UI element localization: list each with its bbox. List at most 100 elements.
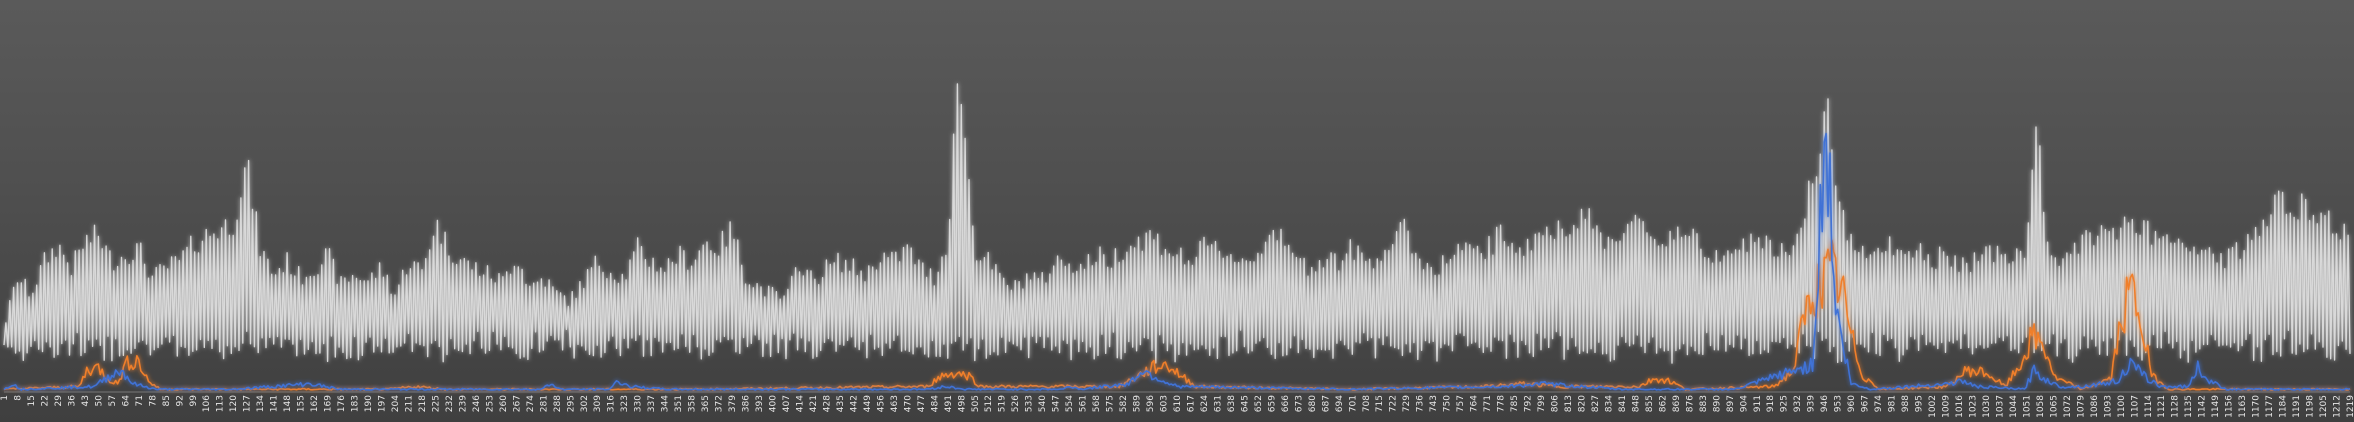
x-tick-label: 1100 bbox=[2117, 395, 2127, 418]
x-tick-label: 1156 bbox=[2225, 395, 2235, 418]
x-tick-label: 232 bbox=[445, 395, 455, 412]
x-tick-label: 316 bbox=[607, 395, 617, 412]
x-tick-label: 827 bbox=[1591, 395, 1601, 412]
x-tick-label: 1065 bbox=[2049, 395, 2059, 418]
x-tick-label: 1023 bbox=[1969, 395, 1979, 418]
x-tick-label: 379 bbox=[728, 395, 738, 412]
x-tick-label: 141 bbox=[270, 395, 280, 412]
x-tick-label: 631 bbox=[1213, 395, 1223, 412]
x-tick-label: 92 bbox=[175, 395, 185, 406]
x-tick-label: 512 bbox=[984, 395, 994, 412]
x-tick-label: 603 bbox=[1160, 395, 1170, 412]
x-tick-label: 344 bbox=[661, 395, 671, 412]
x-tick-label: 1107 bbox=[2130, 395, 2140, 418]
x-tick-label: 897 bbox=[1726, 395, 1736, 412]
x-tick-label: 484 bbox=[930, 395, 940, 412]
x-tick-label: 428 bbox=[822, 395, 832, 412]
series-line-1 bbox=[3, 83, 2351, 364]
x-tick-label: 169 bbox=[324, 395, 334, 412]
x-tick-label: 442 bbox=[849, 395, 859, 412]
x-tick-label: 288 bbox=[553, 395, 563, 412]
x-tick-label: 960 bbox=[1847, 395, 1857, 412]
x-tick-label: 778 bbox=[1497, 395, 1507, 412]
x-tick-label: 904 bbox=[1739, 395, 1749, 412]
x-tick-label: 925 bbox=[1780, 395, 1790, 412]
x-tick-label: 645 bbox=[1240, 395, 1250, 412]
x-tick-label: 526 bbox=[1011, 395, 1021, 412]
x-tick-label: 456 bbox=[876, 395, 886, 412]
x-tick-label: 407 bbox=[782, 395, 792, 412]
x-tick-label: 540 bbox=[1038, 395, 1048, 412]
x-tick-label: 554 bbox=[1065, 395, 1075, 412]
x-tick-label: 421 bbox=[809, 395, 819, 412]
x-tick-label: 953 bbox=[1834, 395, 1844, 412]
x-tick-label: 1198 bbox=[2306, 395, 2316, 418]
x-tick-label: 834 bbox=[1604, 395, 1614, 412]
x-tick-label: 365 bbox=[701, 395, 711, 412]
series-line-2 bbox=[3, 239, 2351, 391]
x-tick-label: 162 bbox=[310, 395, 320, 412]
x-tick-label: 120 bbox=[229, 395, 239, 412]
x-tick-label: 995 bbox=[1915, 395, 1925, 412]
x-tick-label: 29 bbox=[54, 395, 64, 407]
x-tick-label: 302 bbox=[580, 395, 590, 412]
x-tick-label: 113 bbox=[216, 395, 226, 412]
x-tick-label: 351 bbox=[674, 395, 684, 412]
x-tick-label: 218 bbox=[418, 395, 428, 412]
x-tick-label: 50 bbox=[94, 395, 104, 407]
x-tick-label: 36 bbox=[67, 395, 77, 407]
x-tick-label: 1184 bbox=[2279, 395, 2289, 418]
x-tick-label: 666 bbox=[1281, 395, 1291, 412]
x-tick-label: 393 bbox=[755, 395, 765, 412]
x-tick-label: 183 bbox=[351, 395, 361, 412]
x-tick-label: 498 bbox=[957, 395, 967, 412]
x-tick-label: 211 bbox=[405, 395, 415, 412]
x-tick-label: 708 bbox=[1362, 395, 1372, 412]
x-tick-label: 22 bbox=[40, 395, 50, 406]
x-tick-label: 911 bbox=[1753, 395, 1763, 412]
x-tick-label: 295 bbox=[566, 395, 576, 412]
x-tick-label: 386 bbox=[742, 395, 752, 412]
x-tick-label: 176 bbox=[337, 395, 347, 412]
x-tick-label: 659 bbox=[1267, 395, 1277, 412]
x-tick-label: 967 bbox=[1861, 395, 1871, 412]
x-tick-label: 841 bbox=[1618, 395, 1628, 412]
x-tick-label: 519 bbox=[998, 395, 1008, 412]
x-tick-label: 890 bbox=[1712, 395, 1722, 412]
x-tick-label: 1030 bbox=[1982, 395, 1992, 418]
x-tick-label: 589 bbox=[1133, 395, 1143, 412]
x-tick-label: 1191 bbox=[2292, 395, 2302, 418]
x-tick-label: 246 bbox=[472, 395, 482, 412]
x-tick-label: 190 bbox=[364, 395, 374, 412]
x-tick-label: 932 bbox=[1793, 395, 1803, 412]
x-tick-label: 1114 bbox=[2144, 395, 2154, 418]
x-tick-label: 1044 bbox=[2009, 395, 2019, 418]
x-tick-label: 610 bbox=[1173, 395, 1183, 412]
x-tick-label: 1093 bbox=[2103, 395, 2113, 418]
x-tick-label: 435 bbox=[836, 395, 846, 412]
x-axis: 1 8 15 22 29 36 43 50 57 64 71 78 85 92 99 106 113 120 127… bbox=[0, 391, 2354, 418]
x-tick-label: 64 bbox=[121, 395, 131, 407]
x-tick-label: 372 bbox=[715, 395, 725, 412]
x-tick-label: 974 bbox=[1874, 395, 1884, 412]
x-tick-label: 575 bbox=[1106, 395, 1116, 412]
x-tick-label: 1205 bbox=[2319, 395, 2329, 418]
x-tick-label: 687 bbox=[1321, 395, 1331, 412]
x-tick-label: 701 bbox=[1348, 395, 1358, 412]
x-tick-label: 106 bbox=[202, 395, 212, 412]
x-tick-label: 1163 bbox=[2238, 395, 2248, 418]
x-tick-label: 806 bbox=[1551, 395, 1561, 412]
x-tick-label: 946 bbox=[1820, 395, 1830, 412]
x-tick-label: 715 bbox=[1375, 395, 1385, 412]
x-tick-label: 813 bbox=[1564, 395, 1574, 412]
x-tick-label: 1128 bbox=[2171, 395, 2181, 418]
x-tick-label: 260 bbox=[499, 395, 509, 412]
x-tick-label: 750 bbox=[1443, 395, 1453, 412]
x-tick-label: 155 bbox=[297, 395, 307, 412]
x-tick-label: 1142 bbox=[2198, 395, 2208, 418]
x-tick-label: 253 bbox=[485, 395, 495, 412]
x-tick-label: 652 bbox=[1254, 395, 1264, 412]
x-tick-label: 1177 bbox=[2265, 395, 2275, 418]
series-line-3 bbox=[3, 132, 2351, 391]
